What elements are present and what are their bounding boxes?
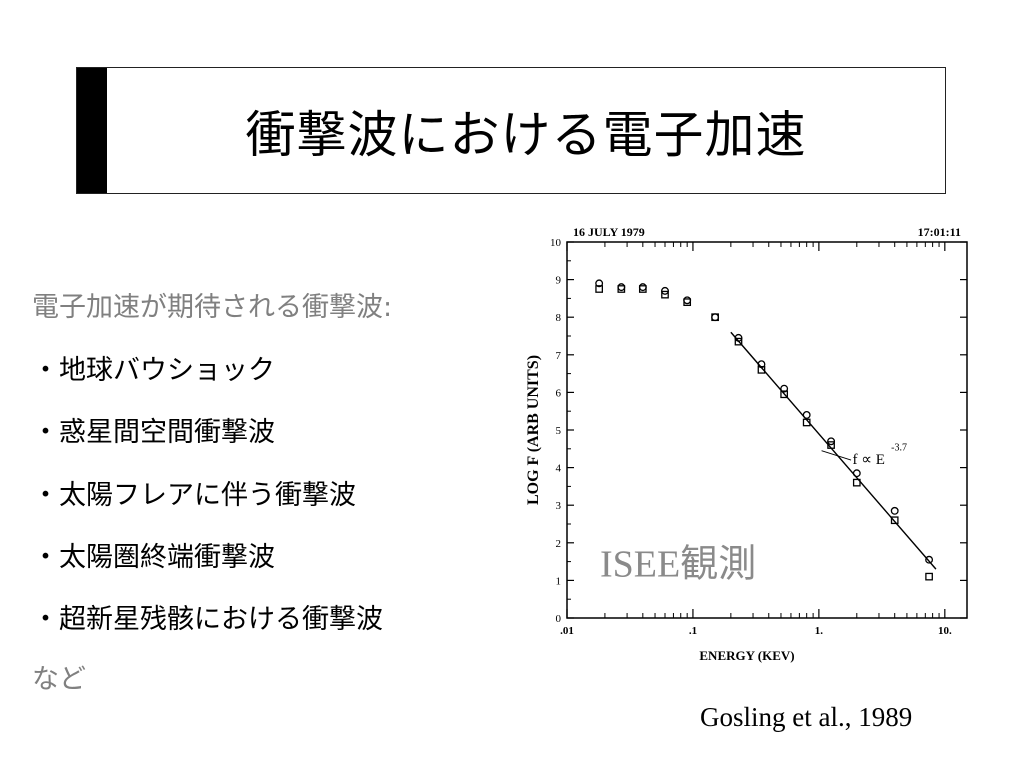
data-point-square [890, 516, 899, 525]
data-point-circle [802, 411, 811, 419]
x-axis-label: ENERGY (KEV) [699, 648, 794, 663]
data-point-circle [925, 555, 934, 564]
list-item-snr-shock: ・超新星残骸における衝撃波 [32, 604, 383, 635]
data-point-circle [595, 279, 604, 288]
list-intro: 電子加速が期待される衝撃波: [32, 292, 393, 323]
chart-svg: 16 JULY 1979 17:01:11 0 1 2 3 4 5 6 7 8 9 10 .01 .1 1. 1… [525, 225, 968, 663]
isee-overlay-label: ISEE観測 [600, 544, 756, 586]
y-tick-label: 8 [556, 312, 562, 324]
list-item-termination-shock: ・太陽圏終端衝撃波 [32, 542, 275, 573]
y-tick-label: 7 [556, 350, 562, 362]
data-point-circle [852, 469, 861, 478]
x-tick-label: 10. [938, 625, 952, 637]
data-point-circle [711, 313, 720, 322]
fit-label-leader [821, 450, 852, 461]
x-tick-label: 1. [815, 625, 824, 637]
data-point-square [802, 418, 811, 427]
data-point-circle [638, 283, 647, 292]
y-tick-label: 1 [556, 575, 562, 587]
citation: Gosling et al., 1989 [700, 702, 913, 732]
y-axis-label: LOG F (ARB UNITS) [525, 355, 542, 505]
data-point-square [757, 365, 766, 374]
y-tick-label: 5 [556, 425, 562, 437]
chart-time-label: 17:01:11 [918, 225, 961, 239]
y-tick-label: 2 [556, 538, 562, 550]
list-item-flare-shock: ・太陽フレアに伴う衝撃波 [32, 480, 356, 511]
y-tick-label: 3 [556, 500, 562, 512]
data-point-square [780, 390, 789, 399]
data-point-circle [683, 296, 692, 305]
list-item-interplanetary-shock: ・惑星間空間衝撃波 [32, 417, 275, 448]
list-trailer: など [32, 664, 86, 695]
y-tick-label: 6 [556, 387, 562, 399]
y-tick-label: 0 [556, 613, 562, 625]
y-tick-label: 4 [556, 463, 562, 475]
y-tick-label: 10 [550, 237, 562, 249]
data-point-circle [617, 283, 626, 292]
energy-spectrum-chart: 16 JULY 1979 17:01:11 0 1 2 3 4 5 6 7 8 9 10 .01 .1 1. 1… [520, 212, 980, 672]
title-box: 衝撃波における電子加速 [76, 67, 946, 194]
x-tick-label: .1 [689, 625, 697, 637]
title-accent-bar [77, 68, 107, 193]
data-point-square [827, 441, 835, 449]
y-tick-label: 9 [556, 275, 562, 287]
data-point-square [661, 290, 669, 299]
data-point-square [617, 285, 626, 293]
data-point-square [638, 285, 647, 293]
data-point-square [925, 572, 933, 581]
chart-date-label: 16 JULY 1979 [573, 225, 645, 239]
x-tick-label: .01 [560, 625, 574, 637]
data-point-square [852, 478, 861, 487]
data-point-circle [890, 506, 899, 515]
data-point-square [711, 313, 719, 322]
data-point-circle [780, 384, 789, 393]
list-item-bow-shock: ・地球バウショック [32, 355, 275, 386]
data-point-square [683, 298, 692, 307]
slide-title: 衝撃波における電子加速 [245, 105, 807, 164]
data-point-square [595, 285, 603, 293]
data-point-circle [757, 360, 766, 369]
data-point-square [734, 337, 743, 346]
fit-exponent: -3.7 [891, 443, 907, 454]
fit-label: f ∝ E [853, 452, 885, 468]
